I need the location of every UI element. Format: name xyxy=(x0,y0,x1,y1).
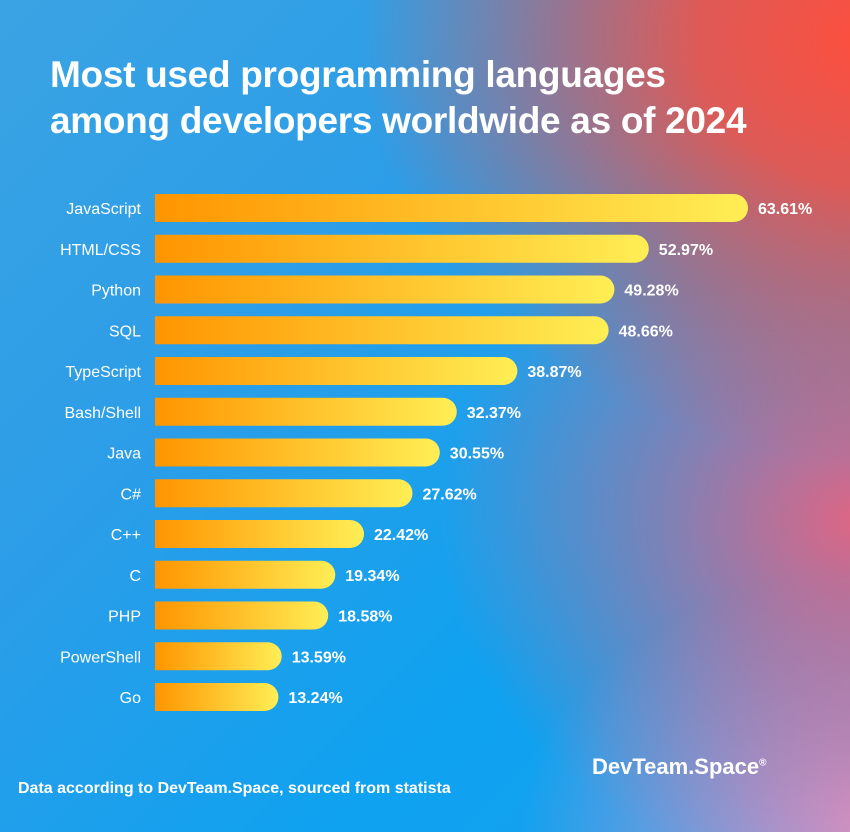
brand-logo: DevTeam.Space® xyxy=(592,754,767,780)
category-label: C xyxy=(129,568,141,585)
bar-powershell xyxy=(155,642,282,671)
category-label: PHP xyxy=(108,609,141,626)
category-label: JavaScript xyxy=(66,201,141,218)
bar-python xyxy=(155,275,615,304)
value-label: 22.42% xyxy=(374,527,428,544)
category-label: Python xyxy=(91,283,141,300)
category-label: SQL xyxy=(109,323,141,340)
logo-text: DevTeam.Space xyxy=(592,754,760,779)
value-label: 27.62% xyxy=(422,486,476,503)
category-label: HTML/CSS xyxy=(60,242,141,259)
value-label: 18.58% xyxy=(338,609,392,626)
source-note: Data according to DevTeam.Space, sourced… xyxy=(18,780,451,797)
category-label: Java xyxy=(107,446,141,463)
bar-bash-shell xyxy=(155,397,457,426)
chart-title: Most used programming languages among de… xyxy=(50,52,747,144)
bar-sql xyxy=(155,316,609,345)
category-label: C++ xyxy=(111,527,141,544)
value-label: 30.55% xyxy=(450,446,504,463)
bar-c- xyxy=(155,479,413,508)
category-label: TypeScript xyxy=(65,364,141,381)
value-label: 13.24% xyxy=(288,690,342,707)
value-label: 38.87% xyxy=(527,364,581,381)
registered-mark: ® xyxy=(759,757,767,769)
title-line-1: Most used programming languages xyxy=(50,54,666,95)
category-label: Bash/Shell xyxy=(65,405,142,422)
bar-php xyxy=(155,601,329,630)
bar-javascript xyxy=(155,194,748,222)
bar-html-css xyxy=(155,234,649,263)
value-label: 19.34% xyxy=(345,568,399,585)
bar-c- xyxy=(155,520,365,548)
category-label: C# xyxy=(121,486,142,503)
value-label: 49.28% xyxy=(624,283,678,300)
bar-typescript xyxy=(155,357,518,385)
value-label: 32.37% xyxy=(467,405,521,422)
title-line-2: among developers worldwide as of 2024 xyxy=(50,100,747,141)
bar-go xyxy=(155,683,279,711)
category-label: PowerShell xyxy=(60,649,141,666)
bar-c xyxy=(155,560,336,589)
value-label: 48.66% xyxy=(619,323,673,340)
value-label: 63.61% xyxy=(758,201,812,218)
category-label: Go xyxy=(120,690,141,707)
value-label: 13.59% xyxy=(292,649,346,666)
bar-java xyxy=(155,438,440,467)
value-label: 52.97% xyxy=(659,242,713,259)
